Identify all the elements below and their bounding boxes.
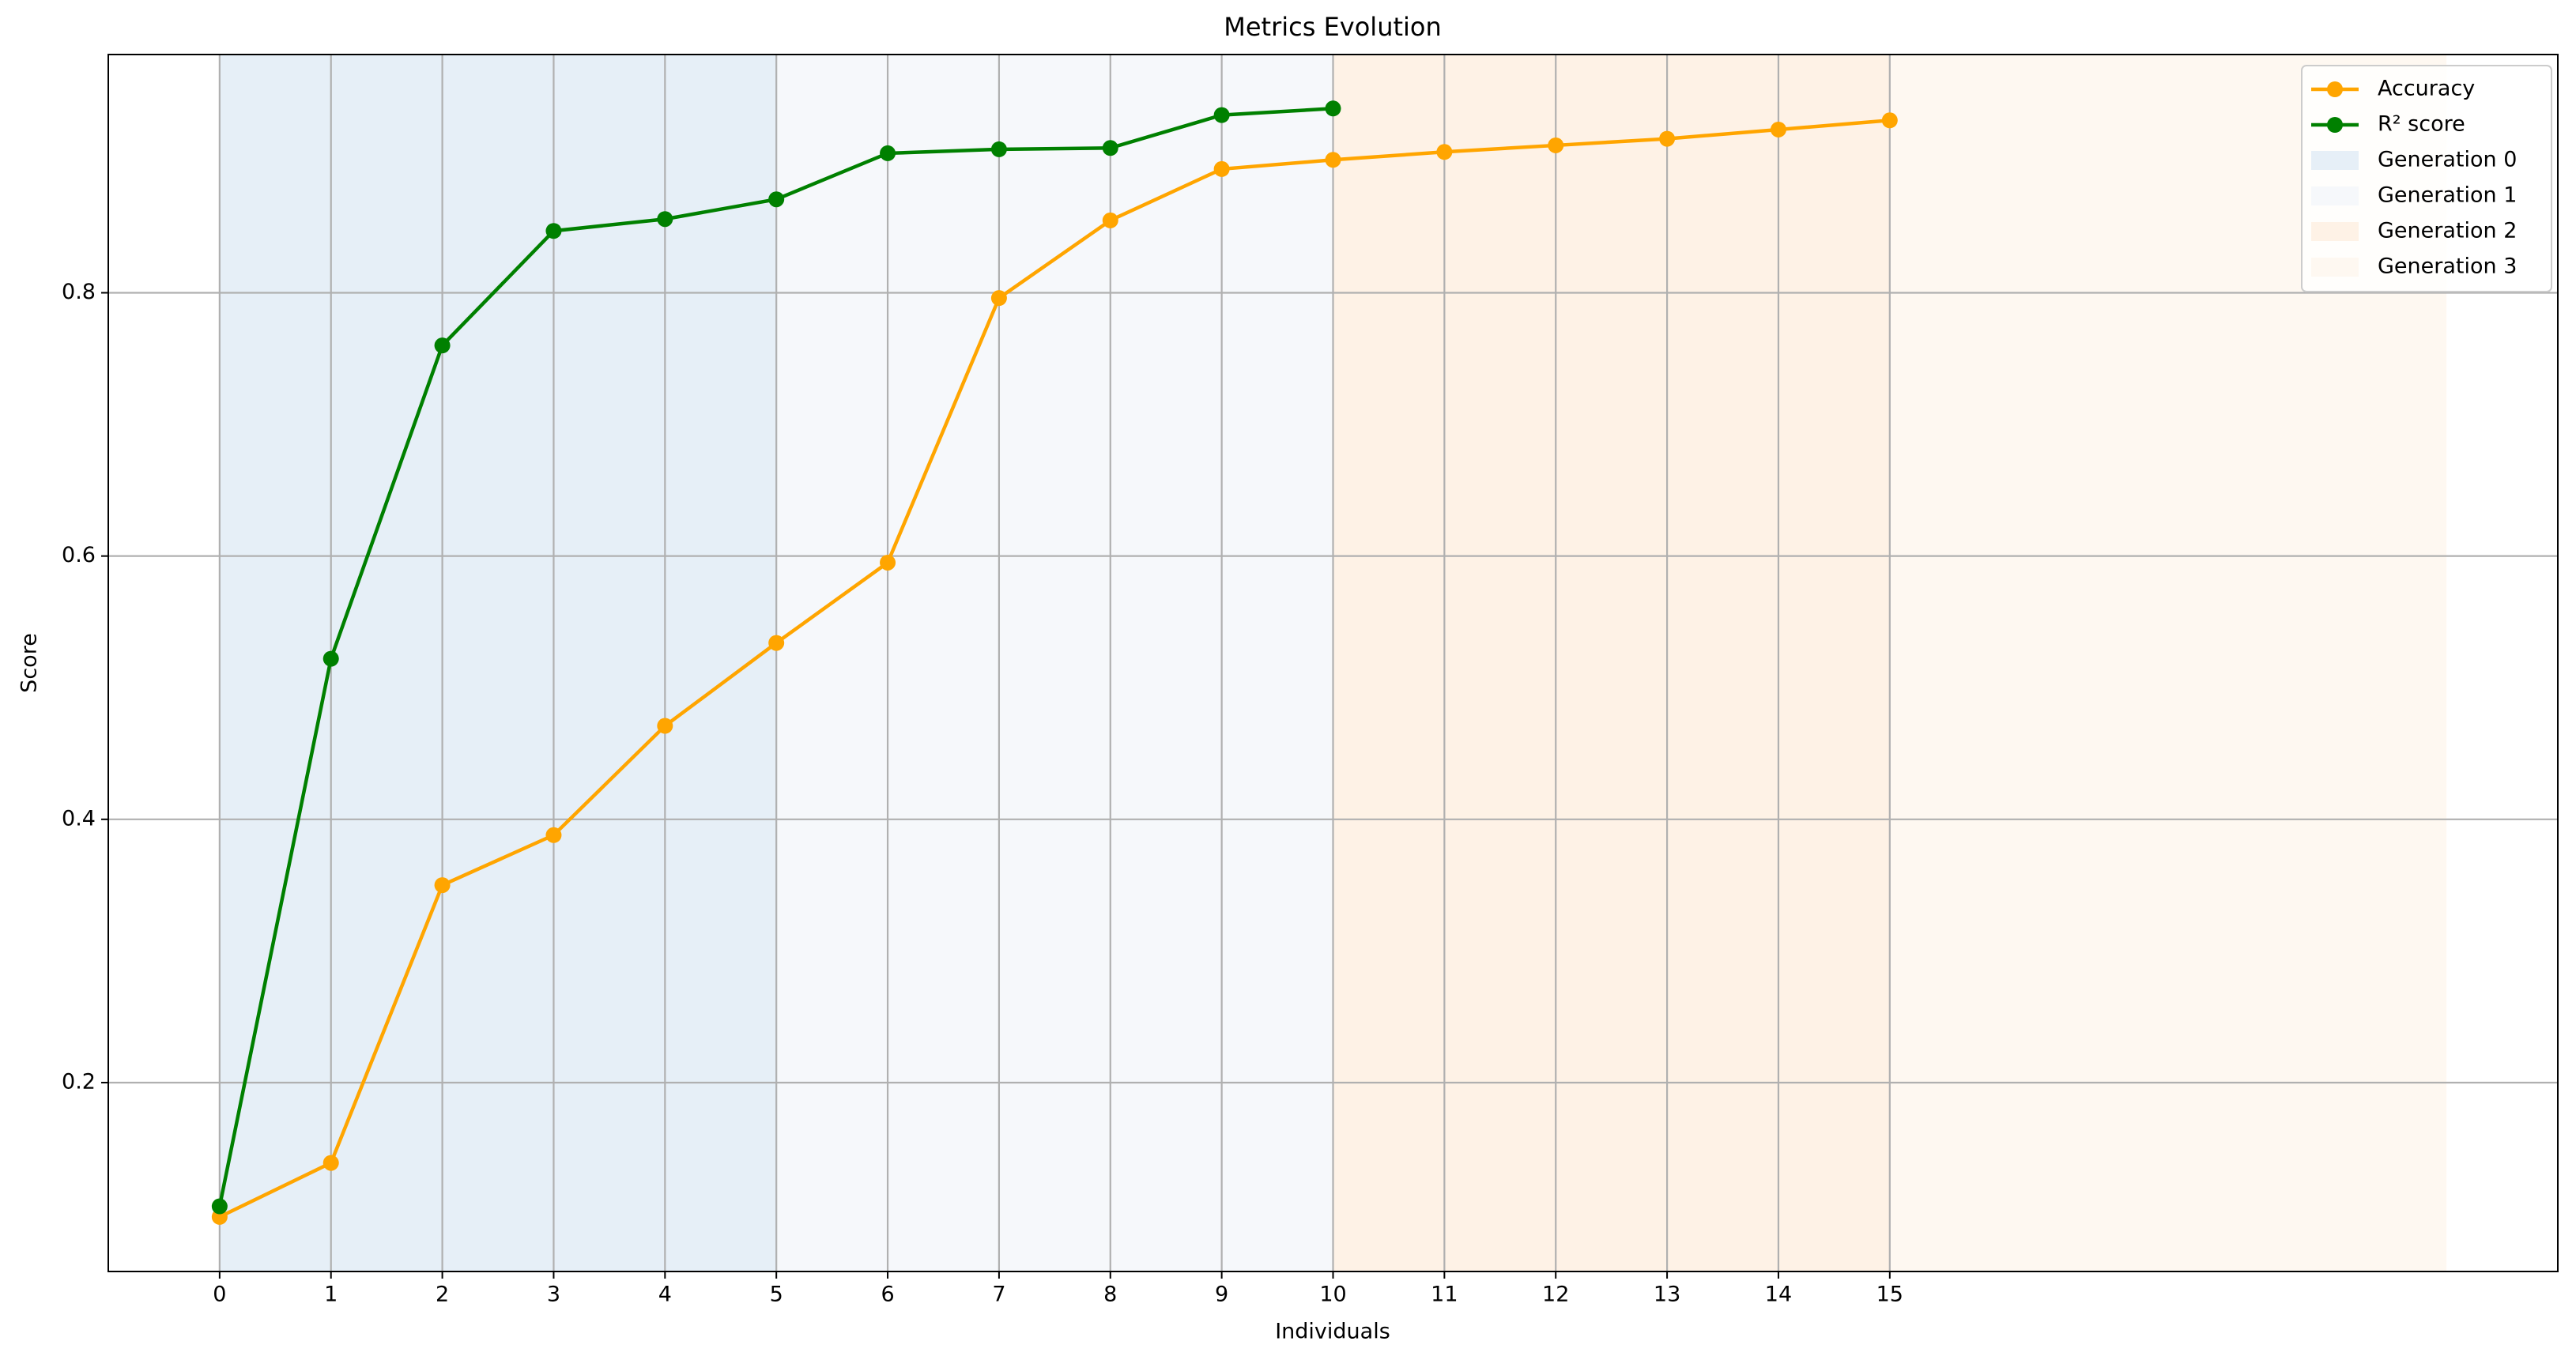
data-point [1325, 152, 1341, 168]
x-tick-label: 13 [1654, 1283, 1680, 1307]
data-point [1213, 107, 1230, 123]
x-tick-label: 2 [436, 1283, 449, 1307]
data-point [880, 145, 896, 161]
data-point [880, 554, 896, 571]
x-tick-label: 7 [992, 1283, 1005, 1307]
data-point [1770, 121, 1786, 138]
legend-marker [2327, 81, 2343, 97]
y-axis-label: Score [17, 633, 42, 693]
data-point [1881, 112, 1898, 129]
data-point [657, 211, 673, 228]
data-point [1548, 137, 1564, 153]
legend-label: Generation 2 [2378, 219, 2517, 243]
legend-label: Generation 0 [2378, 148, 2517, 172]
data-point [1325, 100, 1341, 117]
data-point [322, 1155, 339, 1171]
data-point [768, 191, 785, 208]
chart-title: Metrics Evolution [1224, 12, 1442, 42]
x-tick-label: 5 [770, 1283, 783, 1307]
legend-swatch [2311, 186, 2359, 205]
data-line [218, 119, 1891, 1219]
generation-span [1333, 55, 1890, 1271]
data-point [545, 827, 562, 843]
data-point [434, 877, 451, 894]
data-point [322, 650, 339, 667]
data-point [990, 141, 1007, 157]
generation-span [776, 55, 1333, 1271]
x-tick-label: 4 [658, 1283, 672, 1307]
legend-label: Generation 1 [2378, 183, 2517, 208]
plot-frame [107, 54, 2559, 1272]
x-tick-label: 14 [1765, 1283, 1792, 1307]
generation-span [219, 55, 777, 1271]
data-point [990, 290, 1007, 307]
data-point [211, 1198, 228, 1215]
data-point [1213, 160, 1230, 177]
legend-label: Generation 3 [2378, 254, 2517, 279]
legend-box [2301, 65, 2552, 292]
data-point [434, 337, 451, 354]
data-point [657, 718, 673, 734]
y-tick-label: 0.4 [62, 806, 96, 831]
x-axis-label: Individuals [1275, 1320, 1390, 1344]
x-tick-label: 3 [547, 1283, 560, 1307]
data-point [1436, 144, 1453, 160]
y-tick-label: 0.2 [62, 1069, 96, 1094]
x-tick-label: 0 [213, 1283, 226, 1307]
data-point [1102, 212, 1118, 228]
legend-swatch [2311, 258, 2359, 277]
x-tick-label: 8 [1103, 1283, 1117, 1307]
y-tick-label: 0.8 [62, 280, 96, 304]
x-tick-label: 11 [1431, 1283, 1458, 1307]
legend-label: R² score [2378, 112, 2465, 137]
data-point [1659, 130, 1676, 147]
legend-marker [2327, 117, 2343, 133]
legend-swatch [2311, 222, 2359, 241]
x-tick-label: 6 [881, 1283, 894, 1307]
x-tick-label: 12 [1542, 1283, 1569, 1307]
data-point [1102, 140, 1118, 156]
legend-swatch [2311, 151, 2359, 170]
y-tick-label: 0.6 [62, 543, 96, 567]
x-tick-label: 15 [1876, 1283, 1903, 1307]
data-point [545, 223, 562, 239]
x-tick-label: 10 [1319, 1283, 1346, 1307]
x-tick-label: 1 [324, 1283, 338, 1307]
legend-label: Accuracy [2378, 77, 2475, 101]
x-tick-label: 9 [1215, 1283, 1228, 1307]
data-point [768, 635, 785, 651]
